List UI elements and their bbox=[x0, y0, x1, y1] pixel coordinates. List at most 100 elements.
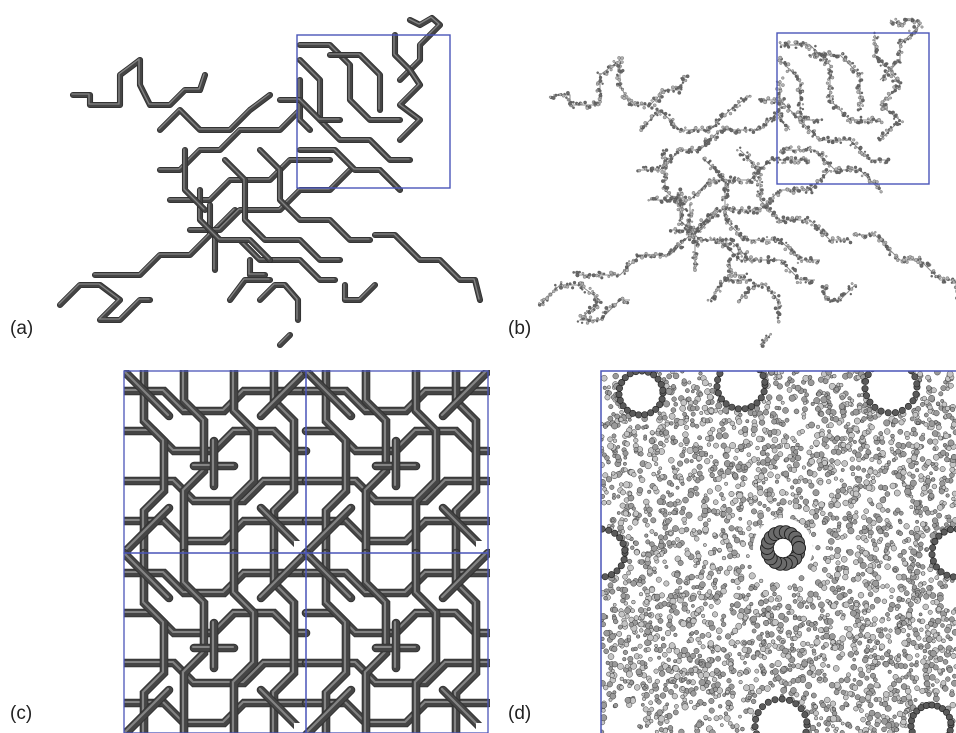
atom bbox=[808, 259, 812, 263]
slab-atom bbox=[730, 694, 735, 699]
slab-atom bbox=[697, 640, 702, 645]
atom bbox=[724, 195, 729, 200]
slab-atom bbox=[652, 444, 659, 451]
atom bbox=[695, 252, 699, 256]
lattice-tube-highlight bbox=[440, 370, 489, 417]
slab-atom bbox=[881, 598, 888, 604]
atom bbox=[892, 63, 895, 67]
slab-atom bbox=[743, 465, 749, 471]
slab-atom bbox=[929, 650, 937, 658]
slab-atom bbox=[686, 617, 691, 622]
slab-atom bbox=[946, 517, 952, 523]
slab-atom bbox=[826, 664, 831, 668]
slab-atom bbox=[913, 500, 921, 507]
lattice-motif bbox=[321, 370, 351, 558]
atom bbox=[792, 218, 796, 223]
atom bbox=[769, 259, 772, 262]
slab-atom bbox=[801, 660, 808, 668]
slab-atom bbox=[694, 423, 700, 429]
slab-atom bbox=[839, 486, 846, 494]
slab-atom bbox=[868, 639, 873, 644]
slab-atom bbox=[667, 618, 673, 624]
atom bbox=[595, 82, 599, 86]
atom bbox=[804, 257, 808, 261]
polymer-chain-body bbox=[187, 167, 353, 233]
slab-atom bbox=[834, 726, 839, 731]
slab-atom bbox=[666, 647, 673, 654]
slab-atom bbox=[898, 520, 903, 525]
atom bbox=[852, 138, 856, 142]
slab-atom bbox=[787, 500, 793, 505]
slab-atom bbox=[661, 600, 668, 607]
slab-atom bbox=[662, 512, 668, 518]
atom bbox=[888, 110, 892, 115]
lattice-tube-body bbox=[257, 370, 310, 420]
atom bbox=[559, 283, 563, 286]
polymer-chain-body bbox=[372, 232, 483, 303]
atom bbox=[804, 126, 808, 130]
slab-atom bbox=[926, 636, 933, 643]
atom bbox=[716, 238, 719, 241]
atom bbox=[910, 256, 915, 260]
slab-atom bbox=[644, 503, 650, 509]
atomistic-chain bbox=[575, 205, 691, 276]
atom bbox=[820, 177, 823, 180]
slab-atom bbox=[930, 461, 935, 466]
lattice-tube-highlight bbox=[413, 370, 437, 554]
slab-atom bbox=[647, 452, 652, 457]
atom bbox=[690, 150, 694, 154]
slab-atom bbox=[858, 671, 866, 678]
slab-atom bbox=[713, 593, 720, 600]
slab-atom bbox=[827, 429, 832, 434]
slab-atom bbox=[839, 436, 845, 442]
atom bbox=[681, 81, 685, 84]
slab-atom bbox=[945, 634, 951, 640]
atom bbox=[555, 288, 558, 292]
lattice-motif bbox=[301, 548, 356, 603]
atom bbox=[735, 243, 739, 246]
slab-atom bbox=[883, 532, 889, 538]
atom bbox=[776, 190, 779, 193]
slab-atom bbox=[620, 592, 627, 599]
slab-atom bbox=[901, 464, 906, 469]
slab-atom bbox=[818, 501, 825, 508]
lattice-motif bbox=[411, 370, 441, 558]
slab-atom bbox=[790, 485, 795, 490]
slab-atom bbox=[913, 525, 921, 533]
atom bbox=[681, 129, 685, 133]
atom bbox=[945, 276, 950, 281]
atom bbox=[714, 138, 718, 142]
atom bbox=[845, 237, 849, 241]
slab-atom bbox=[718, 704, 723, 709]
atom bbox=[604, 306, 609, 310]
slab-atom bbox=[895, 507, 901, 513]
atom bbox=[673, 198, 677, 202]
slab-atom bbox=[645, 715, 651, 721]
slab-atom bbox=[743, 684, 750, 692]
atom bbox=[765, 204, 769, 208]
atom bbox=[601, 82, 604, 85]
atom bbox=[700, 145, 704, 149]
slab-atom bbox=[751, 628, 757, 634]
slab-atom bbox=[896, 710, 904, 718]
slab-atom bbox=[704, 388, 711, 395]
polymer-chain-highlight bbox=[228, 278, 270, 300]
atom bbox=[680, 229, 685, 233]
atom bbox=[804, 45, 809, 49]
atom bbox=[762, 341, 766, 344]
atom bbox=[667, 157, 671, 161]
slab-atom bbox=[746, 452, 752, 457]
slab-atom bbox=[643, 436, 648, 441]
atom bbox=[811, 260, 815, 264]
slab-atom bbox=[636, 487, 644, 494]
lattice-tube-highlight bbox=[124, 505, 170, 553]
slab-atom bbox=[697, 653, 703, 659]
atomistic-chain bbox=[760, 99, 820, 121]
slab-atom bbox=[644, 533, 649, 538]
panel-a-tube-network bbox=[56, 14, 484, 349]
atom bbox=[829, 170, 833, 173]
lattice-tube-body bbox=[124, 504, 173, 557]
slab-atom bbox=[630, 608, 635, 614]
slab-atom bbox=[611, 606, 619, 613]
slab-atom bbox=[603, 595, 608, 601]
